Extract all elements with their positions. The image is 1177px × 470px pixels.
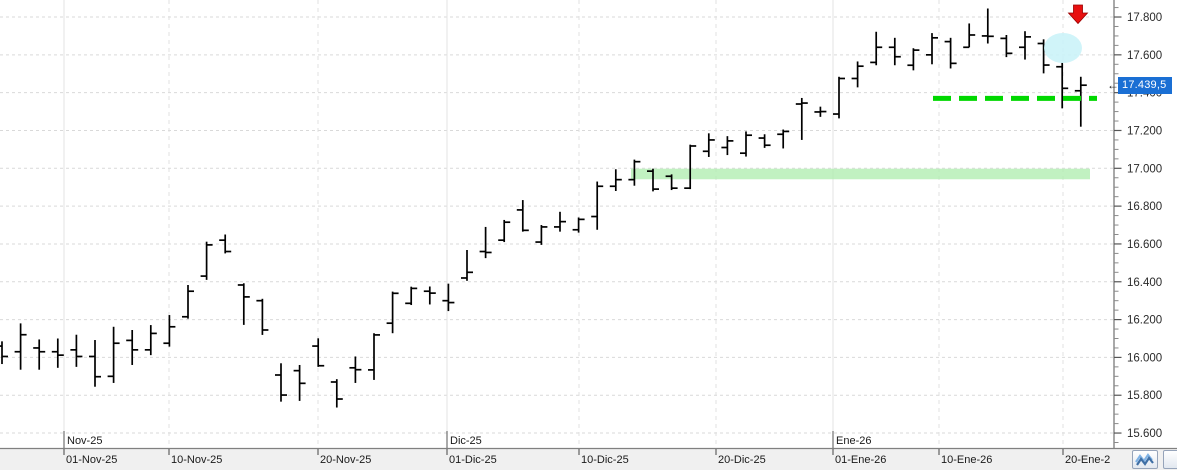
zigzag-wave-icon — [1135, 452, 1154, 466]
support-zone-band — [631, 168, 1090, 180]
svg-text:20-Ene-2: 20-Ene-2 — [1065, 454, 1110, 466]
svg-text:16.600: 16.600 — [1127, 239, 1162, 251]
svg-text:17.000: 17.000 — [1127, 163, 1162, 175]
svg-text:Dic-25: Dic-25 — [450, 435, 482, 447]
svg-text:Ene-26: Ene-26 — [836, 435, 871, 447]
svg-text:10-Ene-26: 10-Ene-26 — [941, 454, 992, 466]
price-axis: 17.80017.60017.40017.20017.00016.80016.6… — [1114, 7, 1162, 444]
svg-text:10-Nov-25: 10-Nov-25 — [171, 454, 222, 466]
svg-text:01-Ene-26: 01-Ene-26 — [835, 454, 886, 466]
svg-text:20-Nov-25: 20-Nov-25 — [320, 454, 371, 466]
svg-text:16.400: 16.400 — [1127, 277, 1162, 289]
svg-text:16.200: 16.200 — [1127, 315, 1162, 327]
svg-text:17.600: 17.600 — [1127, 50, 1162, 62]
date-axis: 01-Nov-25 Nov-25 10-Nov-25 20-Nov-25 01-Dic-… — [63, 431, 1110, 466]
svg-text:15.800: 15.800 — [1127, 390, 1162, 402]
svg-text:20-Dic-25: 20-Dic-25 — [718, 454, 766, 466]
svg-text:15.600: 15.600 — [1127, 428, 1162, 440]
price-marker-arrow-icon: ← — [1107, 78, 1119, 93]
highlight-ellipse — [1044, 33, 1082, 64]
compress-scale-button[interactable] — [1132, 450, 1158, 469]
svg-text:01-Nov-25: 01-Nov-25 — [66, 454, 117, 466]
axis-settings-button[interactable] — [1163, 450, 1177, 469]
svg-text:17.800: 17.800 — [1127, 12, 1162, 24]
ohlc-bars — [0, 8, 1087, 408]
svg-text:16.000: 16.000 — [1127, 352, 1162, 364]
horizontal-gridlines — [0, 16, 1114, 434]
svg-text:Nov-25: Nov-25 — [67, 435, 102, 447]
down-arrow-icon — [1067, 4, 1089, 25]
svg-text:01-Dic-25: 01-Dic-25 — [449, 454, 497, 466]
last-price-marker: 17.439,5 — [1118, 76, 1172, 94]
svg-text:17.200: 17.200 — [1127, 125, 1162, 137]
svg-text:16.800: 16.800 — [1127, 201, 1162, 213]
svg-text:10-Dic-25: 10-Dic-25 — [581, 454, 629, 466]
date-strip-bg — [0, 449, 1177, 470]
